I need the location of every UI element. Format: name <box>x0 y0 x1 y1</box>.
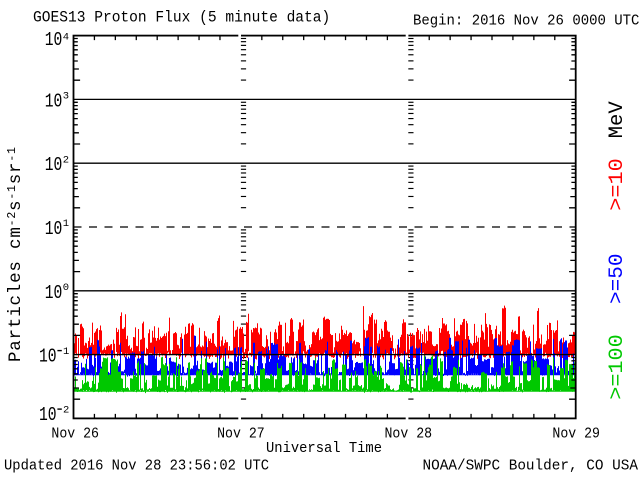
svg-text:Universal Time: Universal Time <box>266 440 382 457</box>
svg-text:10: 10 <box>39 346 57 368</box>
svg-text:Nov 28: Nov 28 <box>385 426 433 443</box>
svg-text:>=100: >=100 <box>606 334 629 400</box>
svg-text:4: 4 <box>63 31 69 43</box>
svg-text:>=10: >=10 <box>606 158 629 211</box>
svg-text:Updated 2016 Nov 28 23:56:02 U: Updated 2016 Nov 28 23:56:02 UTC <box>4 458 269 475</box>
svg-text:3: 3 <box>63 91 69 103</box>
svg-text:1: 1 <box>63 218 69 230</box>
svg-text:10: 10 <box>39 404 57 426</box>
svg-text:10: 10 <box>45 218 63 240</box>
svg-text:10: 10 <box>45 29 63 51</box>
svg-text:GOES13 Proton Flux (5 minute d: GOES13 Proton Flux (5 minute data) <box>33 9 330 27</box>
svg-text:>=50: >=50 <box>606 254 629 305</box>
svg-text:2: 2 <box>63 154 69 166</box>
svg-text:Nov 29: Nov 29 <box>552 426 600 443</box>
svg-text:Particles cm-2s-1sr-1: Particles cm-2s-1sr-1 <box>6 146 26 362</box>
svg-text:NOAA/SWPC Boulder, CO USA: NOAA/SWPC Boulder, CO USA <box>423 458 639 475</box>
svg-text:1: 1 <box>63 346 69 358</box>
svg-text:10: 10 <box>45 90 63 112</box>
svg-text:Begin: 2016 Nov 26 0000 UTC: Begin: 2016 Nov 26 0000 UTC <box>413 13 639 30</box>
svg-text:Nov 26: Nov 26 <box>51 426 99 443</box>
svg-text:0: 0 <box>63 282 69 294</box>
svg-text:MeV: MeV <box>606 101 629 138</box>
svg-text:Nov 27: Nov 27 <box>217 426 265 443</box>
svg-text:10: 10 <box>45 282 63 304</box>
svg-text:2: 2 <box>63 404 69 416</box>
svg-text:10: 10 <box>45 154 63 176</box>
